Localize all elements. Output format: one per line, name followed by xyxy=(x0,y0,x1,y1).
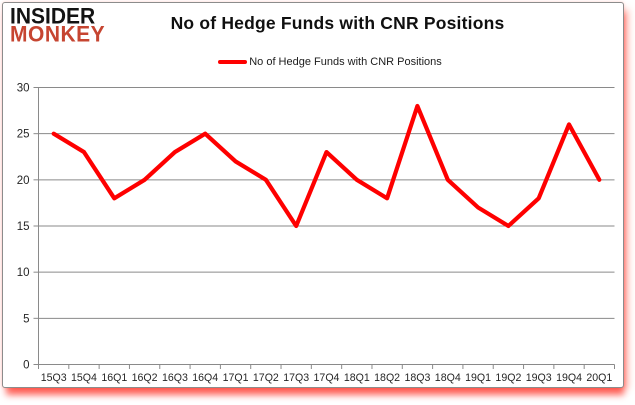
insider-monkey-logo: INSIDER MONKEY xyxy=(10,4,106,47)
chart-title: No of Hedge Funds with CNR Positions xyxy=(170,13,505,33)
logo-text-insider: INSIDER xyxy=(10,4,96,29)
legend-line-swatch xyxy=(218,60,248,64)
legend: No of Hedge Funds with CNR Positions xyxy=(25,56,635,68)
legend-series-label: No of Hedge Funds with CNR Positions xyxy=(249,56,442,68)
logo-text-monkey: MONKEY xyxy=(10,22,106,47)
